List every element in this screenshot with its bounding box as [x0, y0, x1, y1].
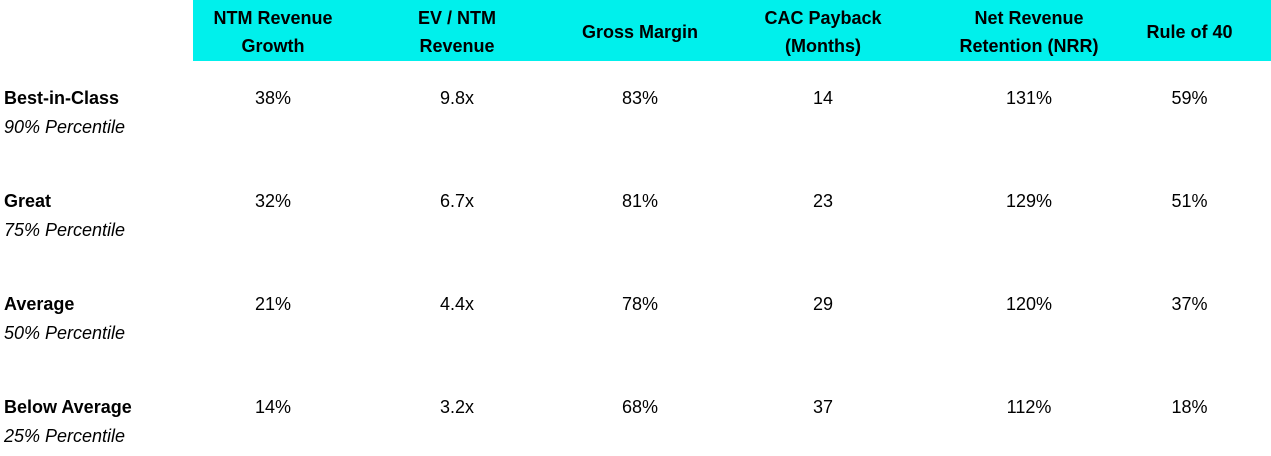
row-label: Average [4, 294, 75, 314]
cell-rule-of-40: 51% [1171, 191, 1208, 211]
column-header-cac-payback: CAC Payback (Months) [764, 8, 882, 56]
cell-ntm-revenue-growth: 32% [254, 191, 292, 211]
cell-cac-payback: 23 [812, 191, 834, 211]
table-row: Average 50% Percentile 21% 4.4x 78% 29 1… [0, 291, 1271, 353]
row-label: Best-in-Class [4, 88, 120, 108]
column-header-gross-margin: Gross Margin [581, 22, 699, 42]
cell-net-revenue-retention: 131% [1005, 88, 1053, 108]
cell-rule-of-40: 59% [1171, 88, 1208, 108]
table-row: Below Average 25% Percentile 14% 3.2x 68… [0, 394, 1271, 456]
cell-ntm-revenue-growth: 38% [254, 88, 292, 108]
table-row: Best-in-Class 90% Percentile 38% 9.8x 83… [0, 85, 1271, 147]
cell-net-revenue-retention: 120% [1005, 294, 1053, 314]
column-header-ev-ntm-revenue: EV / NTM Revenue [417, 8, 496, 56]
row-label: Below Average [4, 397, 132, 417]
cell-gross-margin: 78% [621, 294, 659, 314]
cell-cac-payback: 14 [812, 88, 834, 108]
header-band [193, 0, 1271, 61]
column-header-ntm-revenue-growth: NTM Revenue Growth [213, 8, 333, 56]
row-sublabel: 90% Percentile [4, 117, 126, 137]
cell-ev-ntm-revenue: 9.8x [439, 88, 475, 108]
column-header-rule-of-40: Rule of 40 [1146, 22, 1233, 42]
column-header-net-revenue-retention: Net Revenue Retention (NRR) [959, 8, 1099, 56]
row-sublabel: 25% Percentile [4, 426, 126, 446]
cell-cac-payback: 37 [812, 397, 834, 417]
table-row: Great 75% Percentile 32% 6.7x 81% 23 129… [0, 188, 1271, 250]
cell-ntm-revenue-growth: 21% [254, 294, 292, 314]
cell-net-revenue-retention: 112% [1006, 397, 1052, 417]
cell-gross-margin: 81% [621, 191, 659, 211]
cell-ev-ntm-revenue: 3.2x [439, 397, 475, 417]
cell-gross-margin: 83% [621, 88, 659, 108]
row-label: Great [4, 191, 52, 211]
cell-ev-ntm-revenue: 4.4x [439, 294, 475, 314]
row-sublabel: 50% Percentile [4, 323, 126, 343]
cell-ev-ntm-revenue: 6.7x [439, 191, 475, 211]
cell-gross-margin: 68% [621, 397, 659, 417]
cell-rule-of-40: 37% [1171, 294, 1208, 314]
cell-cac-payback: 29 [812, 294, 834, 314]
cell-net-revenue-retention: 129% [1005, 191, 1053, 211]
row-sublabel: 75% Percentile [4, 220, 126, 240]
cell-ntm-revenue-growth: 14% [254, 397, 292, 417]
cell-rule-of-40: 18% [1171, 397, 1208, 417]
